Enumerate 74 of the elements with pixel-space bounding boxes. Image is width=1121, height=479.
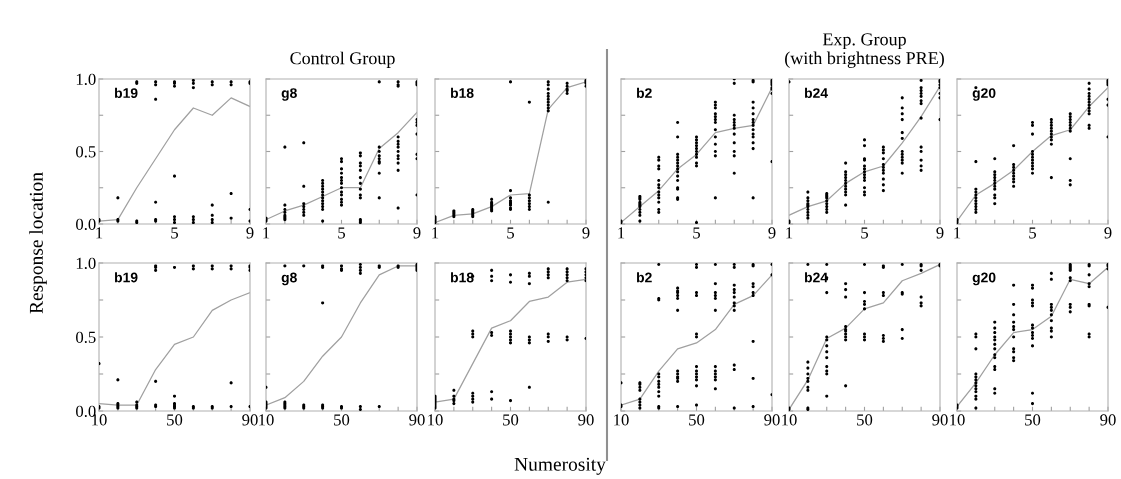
point (527, 207, 531, 212)
x-tick-label: 90 (578, 414, 594, 426)
y-tick-label: 0.5 (76, 331, 96, 344)
text: Exp. Group (with brightness PRE) (785, 33, 944, 68)
x-tick-label: 90 (409, 414, 425, 426)
x-tick-label: 1 (954, 227, 961, 239)
x-tick-label: 9 (1104, 227, 1112, 239)
y-axis-title: Response location (29, 172, 47, 314)
text: b19 (115, 272, 138, 283)
x-tick-label: 1 (96, 227, 103, 239)
x-tick-label: 1 (263, 227, 270, 239)
text: g20 (972, 88, 996, 101)
text: b18 (451, 272, 474, 283)
point (508, 189, 513, 193)
point (154, 97, 158, 101)
point (358, 268, 362, 272)
point (154, 379, 158, 383)
point (527, 205, 531, 209)
point (546, 200, 550, 204)
x-tick-label: 10 (428, 414, 443, 426)
x-tick-label: 50 (689, 414, 705, 426)
text: b24 (805, 272, 828, 283)
x-tick-label: 10 (259, 414, 274, 426)
text: g8 (281, 88, 297, 101)
x-tick-label: 5 (171, 227, 179, 239)
x-tick-label: 5 (861, 227, 869, 239)
point (210, 213, 214, 217)
point (191, 86, 195, 90)
x-tick-label: 9 (246, 227, 254, 239)
chart-title: b19 (115, 87, 138, 98)
x-tick-label: 50 (167, 414, 183, 426)
x-tick-label: 5 (693, 227, 701, 239)
x-tick-label: 90 (764, 414, 780, 426)
x-tick-label: 9 (936, 227, 944, 239)
x-tick-label: 90 (242, 414, 258, 426)
point (154, 268, 158, 272)
text: b2 (637, 272, 652, 283)
point (191, 79, 195, 82)
x-tick-label: 90 (1100, 414, 1116, 426)
point (172, 265, 177, 269)
text: g20 (972, 272, 996, 286)
point (229, 381, 233, 385)
chart-title: b2 (637, 87, 652, 98)
x-tick-label: 50 (1025, 414, 1041, 426)
x-tick-label: 90 (932, 414, 948, 426)
x-tick-label: 1 (618, 227, 625, 239)
x-tick-label: 9 (768, 227, 776, 239)
y-tick-label: 1.0 (76, 73, 96, 86)
point (191, 215, 195, 219)
x-tick-label: 1 (432, 227, 439, 239)
point (358, 271, 362, 275)
text: g8 (281, 272, 297, 286)
x-tick-label: 10 (950, 414, 965, 426)
x-tick-label: 9 (582, 227, 590, 239)
x-tick-label: 50 (334, 414, 350, 426)
point (191, 81, 195, 85)
x-tick-label: 5 (338, 227, 346, 239)
x-tick-label: 5 (507, 227, 515, 239)
chart-title: b18 (451, 87, 474, 98)
x-tick-label: 50 (857, 414, 873, 426)
x-tick-label: 9 (413, 227, 421, 239)
x-tick-label: 10 (614, 414, 629, 426)
chart-title: b24 (805, 87, 828, 98)
y-tick-label: 0.0 (76, 218, 96, 231)
x-tick-label: 1 (786, 227, 793, 239)
x-tick-label: 10 (782, 414, 797, 426)
point (116, 196, 120, 200)
text: Numerosity (514, 457, 606, 475)
y-tick-label: 1.0 (76, 257, 96, 270)
x-tick-label: 50 (503, 414, 519, 426)
point (116, 378, 120, 382)
x-tick-label: 5 (1029, 227, 1037, 239)
y-tick-label: 0.5 (76, 146, 96, 158)
text: Control Group (290, 51, 395, 68)
